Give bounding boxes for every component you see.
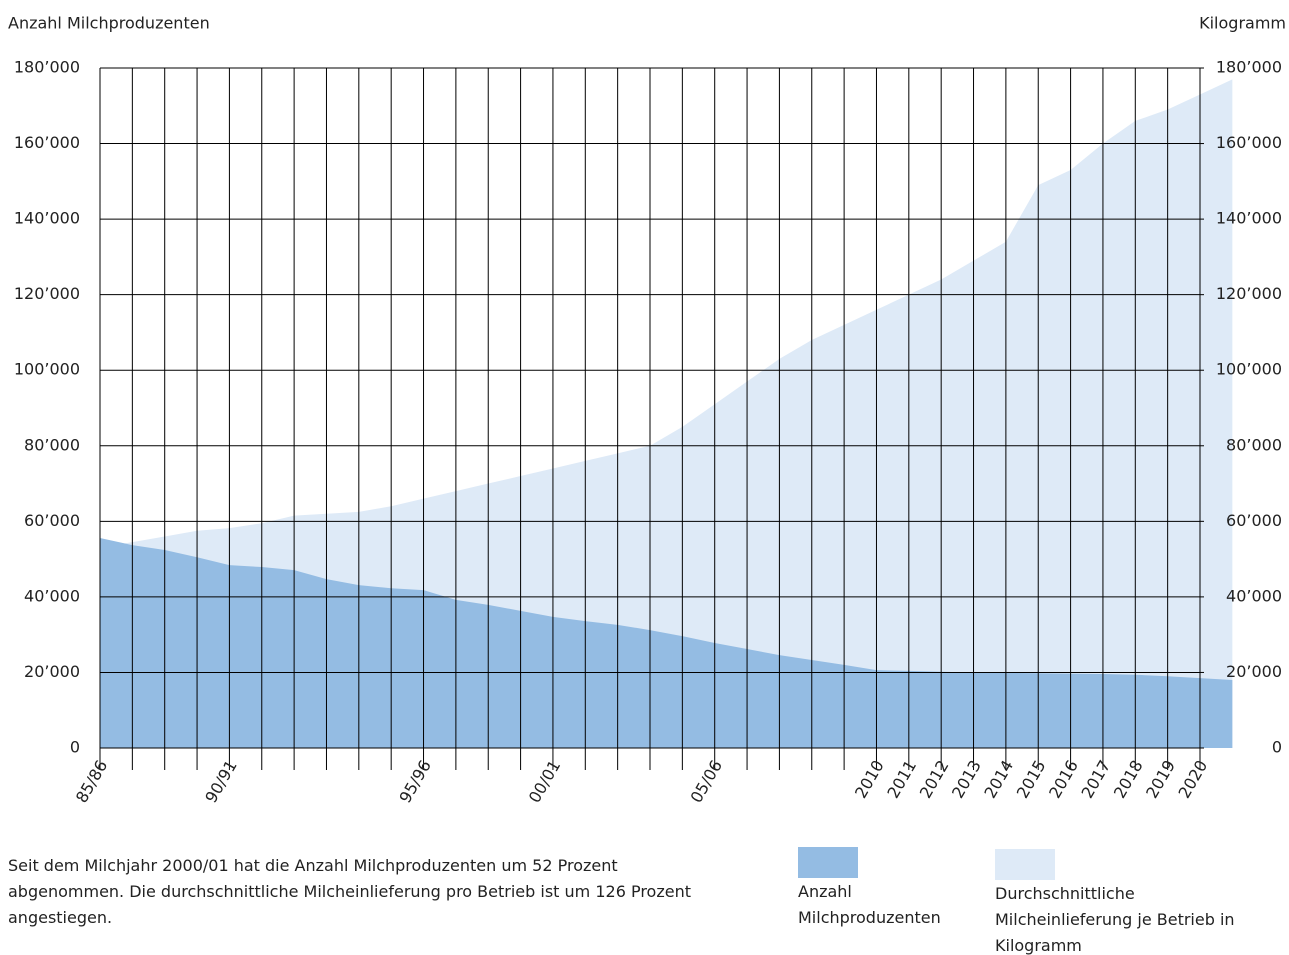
y2-tick-label: 20’000 [1226, 662, 1282, 681]
x-tick-label: 85/86 [72, 757, 112, 806]
x-tick-label: 2016 [1045, 757, 1082, 802]
area [100, 79, 1233, 749]
note: Seit dem Milchjahr 2000/01 hat die Anzah… [8, 856, 691, 927]
x-tick-label: 2015 [1013, 757, 1050, 802]
y2-tick-label: 120’000 [1216, 284, 1282, 303]
legend-label: Durchschnittliche Milcheinlieferung je B… [995, 884, 1235, 955]
x-tick-label: 90/91 [201, 757, 241, 806]
x-tick-label: 05/06 [687, 757, 727, 806]
y2-axis-title: Kilogramm [1199, 14, 1286, 33]
x-tick-label: 2019 [1142, 757, 1179, 802]
x-tick-label: 2011 [883, 757, 920, 802]
y2-tick-label: 160’000 [1216, 133, 1282, 152]
y-tick-label: 180’000 [14, 58, 80, 77]
x-tick-label: 2017 [1077, 757, 1114, 802]
y-tick-label: 160’000 [14, 133, 80, 152]
y-tick-label: 60’000 [24, 511, 80, 530]
legend-label: Anzahl Milchproduzenten [798, 882, 941, 927]
y-tick-label: 80’000 [24, 435, 80, 454]
x-tick-label: 2012 [916, 757, 953, 802]
y-tick-label: 40’000 [24, 586, 80, 605]
y2-tick-label: 180’000 [1216, 58, 1282, 77]
y2-tick-label: 60’000 [1226, 511, 1282, 530]
legend-swatch [798, 847, 858, 878]
y-tick-label: 20’000 [24, 662, 80, 681]
x-tick-label: 2014 [980, 757, 1017, 802]
y2-tick-label: 80’000 [1226, 435, 1282, 454]
x-tick-label: 2010 [851, 757, 888, 802]
y-tick-label: 100’000 [14, 360, 80, 379]
x-tick-label: 95/96 [395, 757, 435, 806]
y2-tick-label: 40’000 [1226, 586, 1282, 605]
y-tick-label: 120’000 [14, 284, 80, 303]
y2-tick-label: 100’000 [1216, 360, 1282, 379]
y-tick-label: 0 [70, 738, 80, 757]
x-tick-label: 2013 [948, 757, 985, 802]
area [100, 537, 1233, 748]
legend-swatch [995, 849, 1055, 880]
y-axis-title: Anzahl Milchproduzenten [8, 14, 210, 33]
y2-tick-label: 140’000 [1216, 209, 1282, 228]
x-tick-label: 00/01 [525, 757, 565, 806]
y-tick-label: 140’000 [14, 209, 80, 228]
y2-tick-label: 0 [1272, 738, 1282, 757]
x-tick-label: 2018 [1110, 757, 1147, 802]
x-tick-label: 2020 [1175, 757, 1212, 802]
